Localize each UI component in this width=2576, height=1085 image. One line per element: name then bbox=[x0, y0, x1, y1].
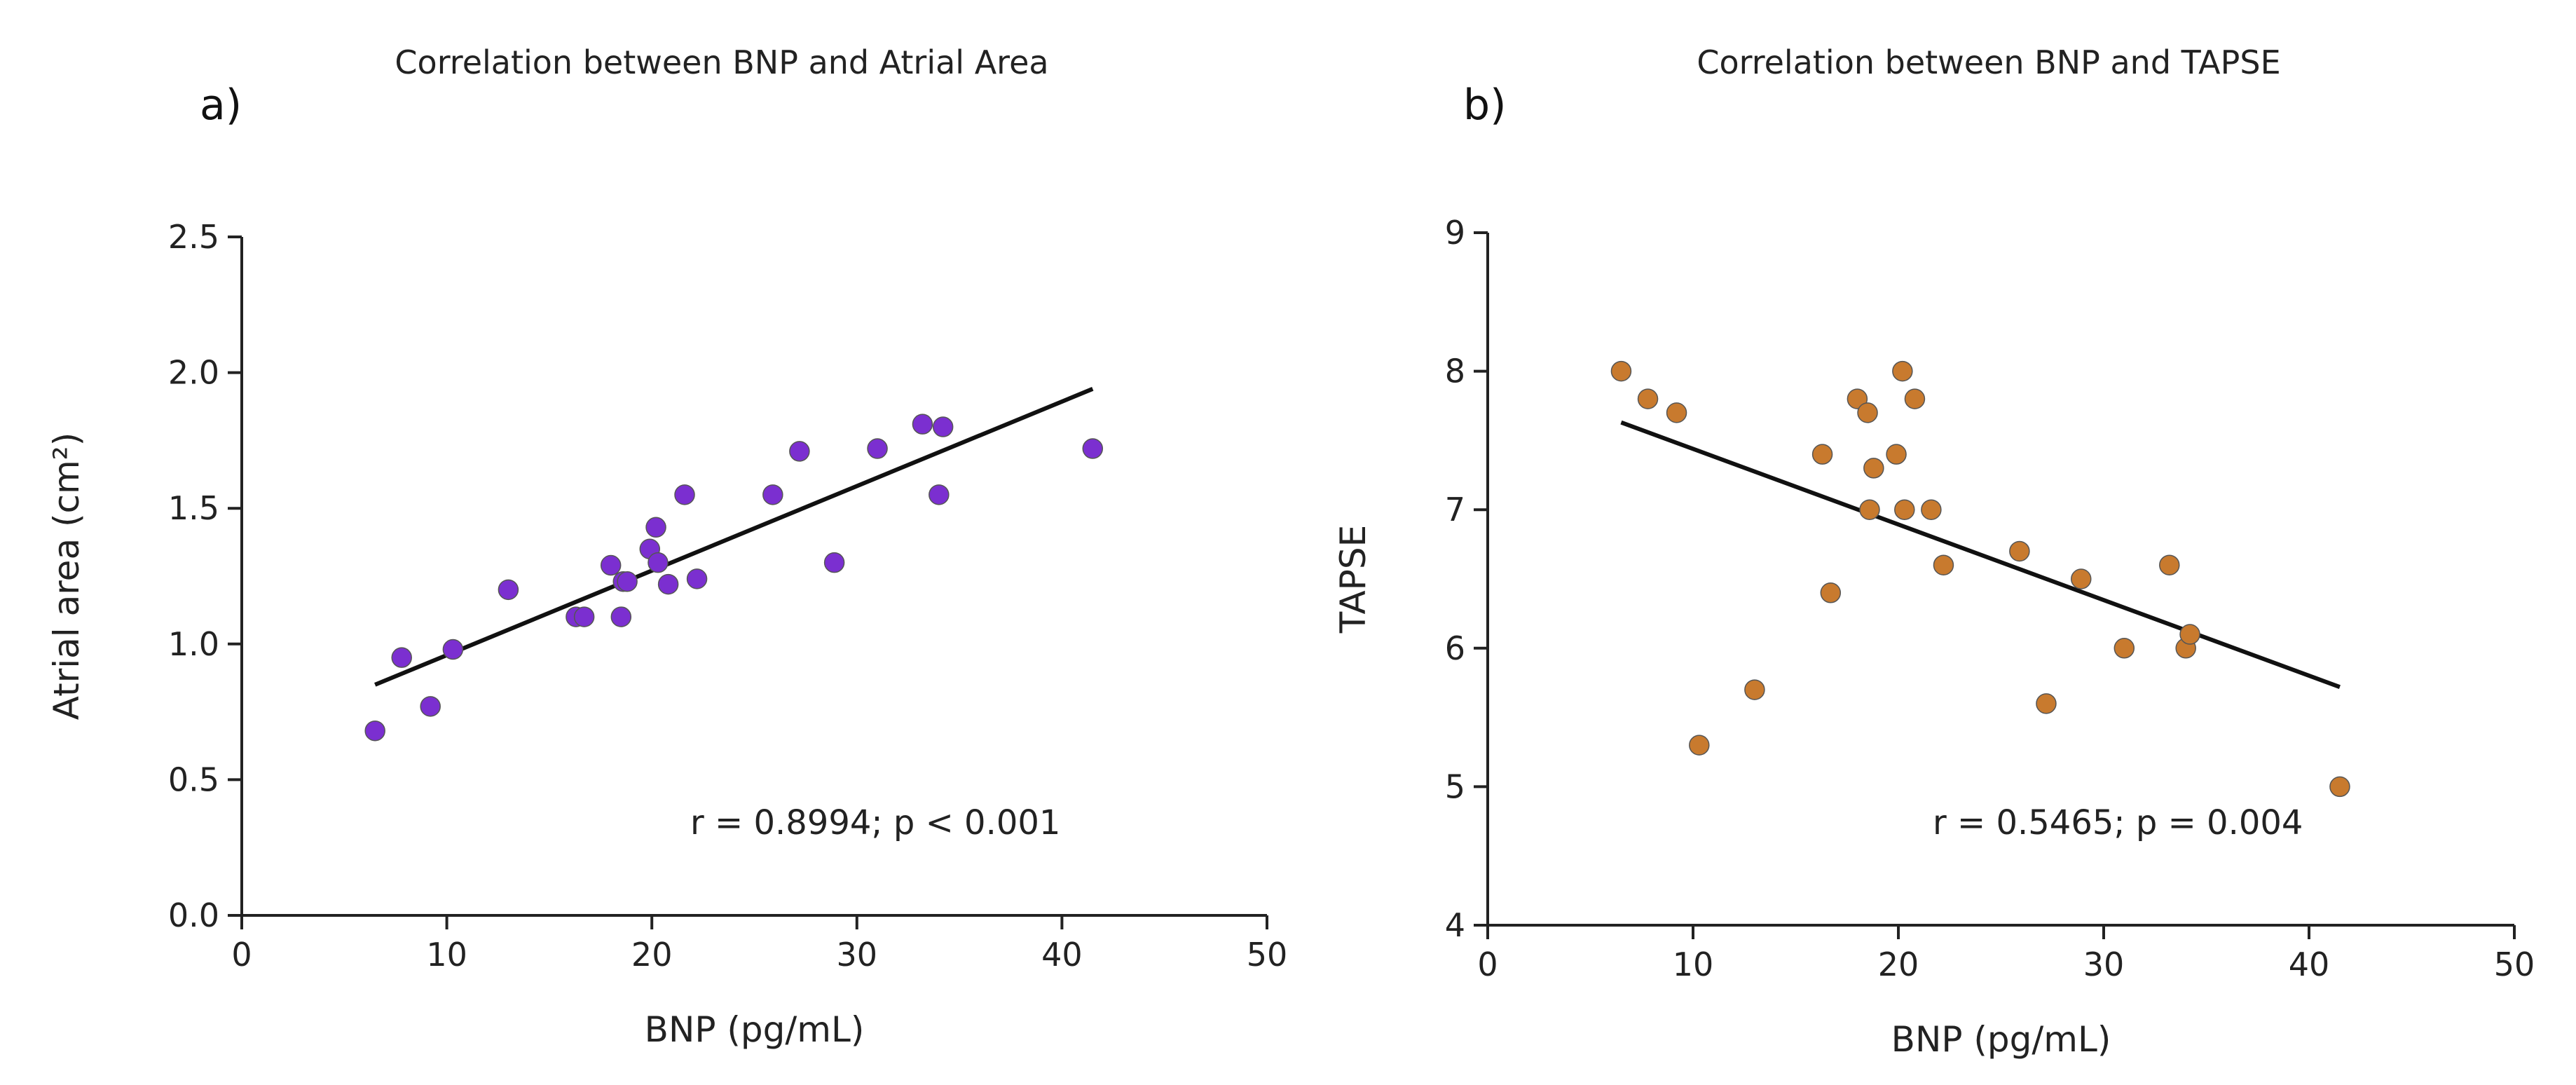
data-point bbox=[912, 414, 933, 435]
data-point bbox=[498, 579, 519, 601]
data-point bbox=[1637, 388, 1659, 409]
x-axis-label: BNP (pg/mL) bbox=[645, 1009, 865, 1050]
y-tick-label: 6 bbox=[1445, 629, 1465, 667]
y-axis-label: Atrial area (cm²) bbox=[46, 432, 87, 720]
data-point bbox=[762, 484, 783, 505]
chart-title: Correlation between BNP and TAPSE bbox=[1697, 43, 2281, 81]
data-point bbox=[442, 639, 464, 660]
y-tick-label: 0.5 bbox=[168, 760, 219, 798]
y-tick-label: 4 bbox=[1445, 906, 1465, 944]
data-point bbox=[1863, 458, 1884, 479]
data-point bbox=[1811, 444, 1833, 465]
data-point bbox=[1921, 499, 1942, 520]
x-tick-label: 40 bbox=[1041, 936, 1083, 974]
x-tick-label: 50 bbox=[2494, 946, 2535, 983]
data-point bbox=[600, 554, 622, 576]
scatter-plot-a: 0 10 20 30 40 50 0.0 0.5 1.0 1.5 2.0 2.5 BNP (pg/mL)… bbox=[46, 218, 1288, 1050]
data-point bbox=[2329, 776, 2350, 798]
data-point bbox=[1892, 360, 1913, 382]
y-tick-label: 2.0 bbox=[168, 354, 219, 392]
x-tick-label: 0 bbox=[231, 936, 252, 974]
data-point bbox=[932, 416, 954, 437]
panel-label: b) bbox=[1463, 81, 1507, 130]
y-tick-label: 1.5 bbox=[168, 489, 219, 527]
y-tick-label: 1.0 bbox=[168, 625, 219, 663]
data-point bbox=[1894, 499, 1915, 520]
regression-line bbox=[1620, 420, 2341, 689]
chart-title: Correlation between BNP and Atrial Area bbox=[395, 43, 1049, 81]
y-tick-label: 2.5 bbox=[168, 218, 219, 256]
data-point bbox=[657, 573, 679, 595]
data-point bbox=[1933, 554, 1954, 575]
data-point bbox=[1904, 388, 1926, 409]
x-tick-label: 10 bbox=[1673, 946, 1714, 983]
data-point bbox=[610, 606, 632, 627]
data-point bbox=[2179, 624, 2200, 645]
data-point bbox=[2159, 554, 2180, 575]
x-tick-label: 0 bbox=[1477, 946, 1498, 983]
data-point bbox=[1820, 582, 1842, 603]
data-point bbox=[1744, 679, 1765, 700]
data-point bbox=[573, 606, 595, 627]
data-point bbox=[686, 568, 708, 589]
data-point bbox=[1610, 360, 1632, 382]
correlation-annotation: r = 0.8994; p < 0.001 bbox=[690, 803, 1060, 842]
data-point bbox=[2036, 693, 2057, 714]
data-point bbox=[617, 571, 638, 592]
data-point bbox=[1689, 735, 1710, 756]
data-point bbox=[1886, 444, 1907, 465]
x-axis-label: BNP (pg/mL) bbox=[1891, 1019, 2111, 1060]
data-point bbox=[823, 552, 845, 573]
x-tick-label: 30 bbox=[2083, 946, 2125, 983]
correlation-annotation: r = 0.5465; p = 0.004 bbox=[1933, 803, 2303, 842]
panel-label: a) bbox=[200, 81, 242, 130]
data-point bbox=[1666, 402, 1687, 423]
data-point bbox=[1082, 438, 1104, 459]
data-point bbox=[2113, 638, 2135, 659]
data-point bbox=[789, 441, 810, 462]
x-tick-label: 40 bbox=[2289, 946, 2330, 983]
y-tick-label: 7 bbox=[1445, 491, 1465, 528]
data-point bbox=[2009, 540, 2030, 562]
data-point bbox=[420, 696, 441, 717]
x-tick-label: 20 bbox=[631, 936, 673, 974]
data-point bbox=[929, 484, 950, 505]
data-point bbox=[1847, 388, 1868, 409]
y-tick-label: 5 bbox=[1445, 767, 1465, 805]
data-point bbox=[674, 484, 695, 505]
data-point bbox=[648, 552, 669, 573]
y-tick-label: 9 bbox=[1445, 214, 1465, 252]
x-tick-label: 20 bbox=[1878, 946, 1919, 983]
y-tick-label: 8 bbox=[1445, 353, 1465, 390]
y-axis-label: TAPSE bbox=[1333, 525, 1373, 634]
y-tick-label: 0.0 bbox=[168, 896, 219, 934]
regression-line bbox=[374, 387, 1094, 687]
x-tick-label: 10 bbox=[426, 936, 467, 974]
data-point bbox=[867, 438, 888, 459]
data-point bbox=[391, 647, 412, 668]
scatter-plot-b: 0 10 20 30 40 50 4 5 6 7 8 9 BNP (pg/mL) TAPSE r = 0.5… bbox=[1333, 214, 2535, 1060]
chart-panel-b: Correlation between BNP and TAPSE b) 0 10… bbox=[1288, 0, 2576, 1085]
data-point bbox=[364, 720, 385, 742]
chart-panel-a: Correlation between BNP and Atrial Area … bbox=[46, 43, 1288, 1050]
data-point bbox=[2071, 568, 2092, 589]
data-point bbox=[645, 517, 666, 538]
x-tick-label: 30 bbox=[837, 936, 878, 974]
data-point bbox=[1859, 499, 1880, 520]
x-tick-label: 50 bbox=[1247, 936, 1288, 974]
data-point bbox=[1857, 402, 1878, 423]
